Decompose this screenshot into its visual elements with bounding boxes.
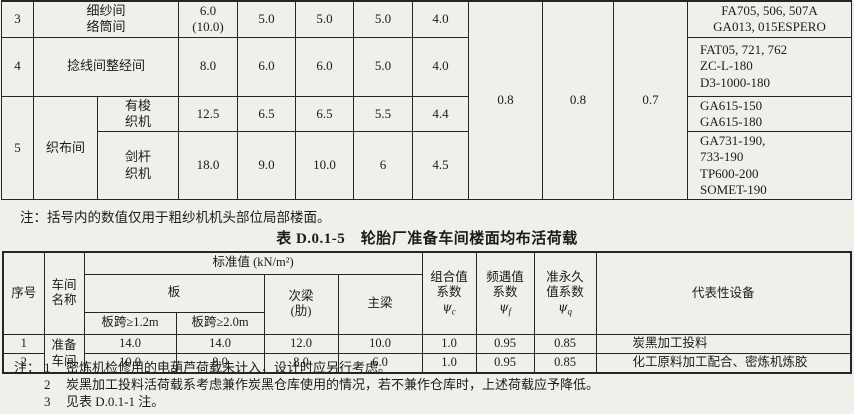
- cell-load-value: 6.5: [237, 95, 297, 132]
- table1-footnote: 注：括号内的数值仅用于粗纱机机头部位局部楼面。: [20, 210, 331, 225]
- cell-quasi-permanent-coef: 0.7: [613, 0, 689, 200]
- footnote-number: 2: [44, 377, 51, 392]
- cell-equipment: 化工原料加工配合、密炼机炼胶: [595, 352, 852, 374]
- cell-load-value: 6: [353, 131, 414, 200]
- cell-load-value: 4.0: [412, 36, 470, 97]
- header-span-2-0m: 板跨≥2.0m: [175, 311, 265, 335]
- psi-c-symbol: ψc: [442, 299, 456, 317]
- cell-load-value: 9.0: [237, 131, 297, 200]
- footnote-label: [14, 393, 44, 410]
- textile-load-table: 3 细纱间 络筒间 6.0 (10.0) 5.0 5.0 5.0 4.0 0.8…: [1, 0, 853, 200]
- cell-room-name: 织布间: [33, 95, 98, 200]
- footnote-line: 注： 1 密炼机检修用的电葫芦荷载未计入，设计时应另行考虑。: [14, 359, 599, 376]
- cell-combination-coef: 0.8: [468, 0, 544, 200]
- header-plate: 板: [83, 273, 265, 313]
- cell-seq: 3: [1, 0, 34, 38]
- cell-seq: 4: [1, 36, 34, 97]
- cell-shop-name: 准备 车间: [43, 333, 85, 374]
- header-frequent-coef: 频遇值 系数 ψf: [475, 251, 535, 335]
- cell-room-name: 细纱间 络筒间: [32, 0, 180, 38]
- cell-load-value: 5.5: [353, 95, 414, 132]
- cell-load-value: 4.4: [412, 95, 470, 132]
- header-frequent-coef-label: 频遇值 系数: [486, 269, 524, 300]
- footnote-number: 3: [44, 394, 51, 409]
- cell-load-value: 8.0: [263, 352, 339, 374]
- cell-equipment: 炭黑加工投料: [595, 333, 852, 354]
- table-row: 2 10.0 8.0 8.0 6.0 1.0 0.95 0.85 化工原料加工配…: [2, 352, 852, 374]
- header-equipment: 代表性设备: [595, 251, 852, 335]
- cell-load-value: 12.5: [178, 95, 239, 132]
- psi-q-symbol: ψq: [558, 299, 572, 317]
- tyre-plant-load-table: 序号 车间 名称 标准值 (kN/m²) 组合值 系数 ψc 频遇值 系数 ψf…: [2, 251, 853, 375]
- cell-load-value: 14.0: [175, 333, 265, 354]
- header-combination-coef-label: 组合值 系数: [430, 269, 468, 300]
- footnote-text: 炭黑加工投料活荷载系考虑兼作炭黑仓库使用的情况，若不兼作仓库时，上述荷载应予降低…: [66, 377, 600, 392]
- header-span-1-2m: 板跨≥1.2m: [83, 311, 177, 335]
- cell-frequent-coef: 0.95: [475, 333, 535, 354]
- cell-load-value: 10.0: [295, 131, 355, 200]
- footnote-text: 密炼机检修用的电葫芦荷载未计入，设计时应另行考虑。: [66, 360, 392, 375]
- cell-room-name: 捻线间整经间: [32, 36, 180, 97]
- table2-footnotes: 注： 1 密炼机检修用的电葫芦荷载未计入，设计时应另行考虑。 2 炭黑加工投料活…: [14, 359, 599, 410]
- cell-load-value: 6.0: [295, 36, 355, 97]
- footnote-label: 注：: [14, 360, 41, 375]
- cell-load-value: 4.5: [412, 131, 470, 200]
- footnote-label: [14, 376, 44, 393]
- cell-load-value: 6.0: [237, 36, 297, 97]
- cell-seq: 5: [1, 95, 34, 200]
- cell-load-value: 6.5: [295, 95, 355, 132]
- cell-load-value: 5.0: [237, 0, 297, 38]
- cell-load-value: 8.0: [178, 36, 239, 97]
- cell-seq: 1: [2, 333, 45, 354]
- table-row: 5 织布间 有梭 织机 12.5 6.5 6.5 5.5 4.4 GA615-1…: [1, 95, 853, 200]
- header-standard-value: 标准值 (kN/m²): [83, 251, 423, 275]
- cell-load-value: 5.0: [295, 0, 355, 38]
- cell-load-value: 8.0: [175, 352, 265, 374]
- cell-equipment: FA705, 506, 507A GA013, 015ESPERO: [687, 0, 853, 38]
- cell-load-value: 5.0: [353, 0, 414, 38]
- psi-f-symbol: ψf: [499, 299, 512, 317]
- cell-load-value: 6.0 (10.0): [178, 0, 239, 38]
- footnote-number: 1: [44, 360, 51, 375]
- cell-load-value: 14.0: [83, 333, 177, 354]
- cell-load-value: 6.0: [337, 352, 423, 374]
- cell-equipment: FAT05, 721, 762 ZC-L-180 D3-1000-180: [687, 36, 853, 97]
- header-row: 板跨≥1.2m 板跨≥2.0m: [3, 311, 851, 335]
- cell-combination-coef: 1.0: [421, 333, 477, 354]
- header-main-girder: 主梁: [337, 273, 423, 335]
- header-row: 序号 车间 名称 标准值 (kN/m²) 组合值 系数 ψc 频遇值 系数 ψf…: [2, 251, 852, 335]
- header-shop-name: 车间 名称: [43, 251, 85, 335]
- footnote-line: 3 见表 D.0.1-1 注。: [14, 393, 599, 410]
- header-combination-coef: 组合值 系数 ψc: [421, 251, 477, 335]
- header-secondary-beam: 次梁 (肋): [263, 273, 339, 335]
- cell-frequent-coef: 0.8: [542, 0, 615, 200]
- cell-machine-type: 剑杆 织机: [96, 131, 180, 200]
- cell-machine-type: 有梭 织机: [96, 95, 180, 132]
- cell-quasi-permanent-coef: 0.85: [533, 333, 597, 354]
- footnote-text: 见表 D.0.1-1 注。: [66, 394, 165, 409]
- table-row: 剑杆 织机 18.0 9.0 10.0 6 4.5 GA731-190, 733…: [2, 131, 853, 200]
- table-row: 1 准备 车间 14.0 14.0 12.0 10.0 1.0 0.95 0.8…: [2, 333, 852, 374]
- cell-load-value: 5.0: [353, 36, 414, 97]
- cell-quasi-permanent-coef: 0.85: [533, 352, 597, 374]
- cell-load-value: 4.0: [412, 0, 470, 38]
- table-row: 3 细纱间 络筒间 6.0 (10.0) 5.0 5.0 5.0 4.0 0.8…: [1, 0, 853, 200]
- cell-combination-coef: 1.0: [421, 352, 477, 374]
- cell-seq: 2: [2, 352, 45, 374]
- header-seq: 序号: [2, 251, 45, 335]
- header-row: 板 次梁 (肋) 主梁: [3, 273, 851, 335]
- cell-load-value: 10.0: [83, 352, 177, 374]
- header-quasi-permanent-coef: 准永久 值系数 ψq: [533, 251, 597, 335]
- cell-load-value: 10.0: [337, 333, 423, 354]
- footnote-line: 2 炭黑加工投料活荷载系考虑兼作炭黑仓库使用的情况，若不兼作仓库时，上述荷载应予…: [14, 376, 599, 393]
- cell-load-value: 12.0: [263, 333, 339, 354]
- cell-equipment: GA615-150 GA615-180: [687, 95, 853, 132]
- table-title: 表 D.0.1-5 轮胎厂准备车间楼面均布活荷载: [276, 231, 578, 247]
- cell-load-value: 18.0: [178, 131, 239, 200]
- table-row: 4 捻线间整经间 8.0 6.0 6.0 5.0 4.0 FAT05, 721,…: [1, 36, 853, 97]
- cell-equipment: GA731-190, 733-190 TP600-200 SOMET-190: [687, 131, 853, 200]
- header-quasi-permanent-coef-label: 准永久 值系数: [546, 269, 584, 300]
